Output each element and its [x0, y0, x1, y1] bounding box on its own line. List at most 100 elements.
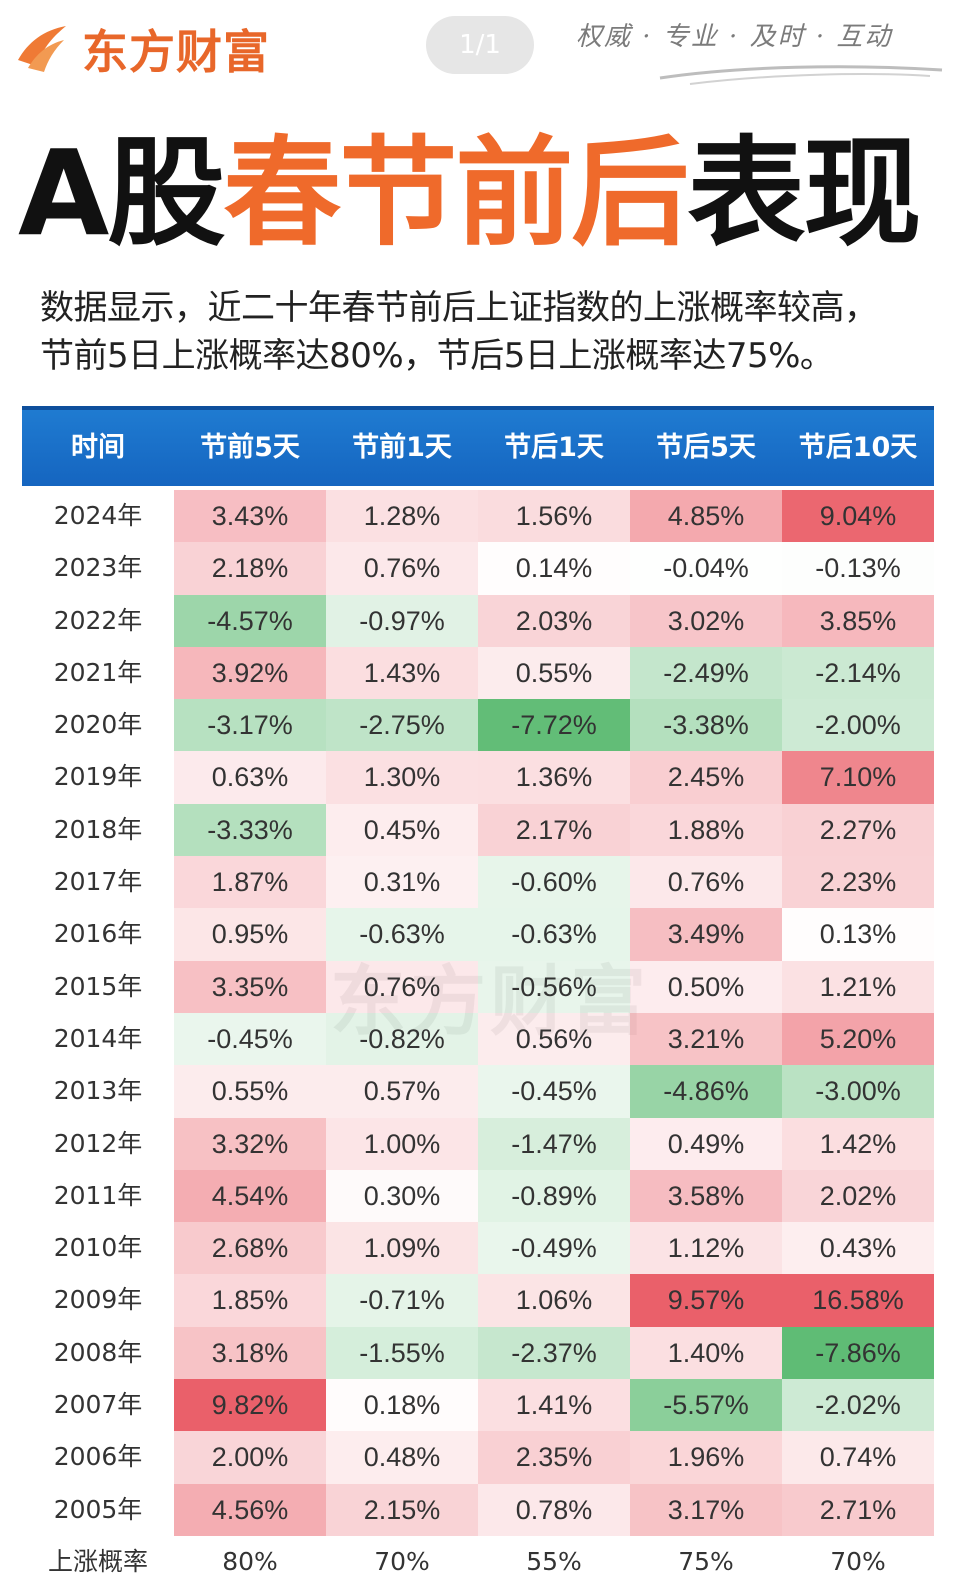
value-cell: 0.74%: [782, 1431, 934, 1484]
value-cell: 1.28%: [326, 490, 478, 543]
column-header: 节前5天: [200, 432, 300, 463]
value-cell: 1.00%: [326, 1117, 478, 1170]
page-title: A股春节前后表现: [18, 118, 921, 268]
value-cell: -0.45%: [174, 1012, 326, 1066]
table-row: 2012年 3.32% 1.00% -1.47% 0.49% 1.42%: [22, 1117, 934, 1170]
value-cell: 1.40%: [630, 1326, 782, 1380]
value-cell: 0.55%: [174, 1065, 326, 1118]
year-cell: 2008年: [53, 1337, 143, 1367]
value-cell: 0.18%: [363, 1390, 441, 1421]
value-cell: 0.49%: [630, 1117, 782, 1170]
value-cell: 2.18%: [174, 542, 326, 595]
value-cell: 3.58%: [630, 1169, 782, 1223]
value-cell: 0.78%: [478, 1483, 630, 1536]
intro-line-2: 节前5日上涨概率达80%，节后5日上涨概率达75%。: [40, 336, 834, 376]
value-cell: 2.71%: [782, 1483, 934, 1536]
brand-logo-icon: [18, 26, 66, 72]
footer-cell: 75%: [678, 1546, 734, 1576]
value-cell: 0.56%: [478, 1012, 630, 1066]
value-cell: 4.85%: [630, 490, 782, 543]
year-cell: 2005年: [53, 1494, 143, 1524]
value-cell: 2.35%: [478, 1431, 630, 1484]
year-cell: 2019年: [53, 762, 143, 792]
year-cell: 2020年: [53, 710, 143, 740]
value-cell: 3.02%: [630, 594, 782, 647]
table-row: 2019年 0.63% 1.30% 1.36% 2.45% 7.10%: [22, 751, 934, 804]
value-cell: -2.02%: [782, 1379, 934, 1432]
value-cell: 2.02%: [782, 1169, 934, 1223]
value-cell: 1.87%: [174, 856, 326, 909]
title-part-1: A股: [18, 124, 225, 262]
value-cell: 2.00%: [174, 1431, 326, 1484]
column-header: 节后5天: [656, 432, 756, 463]
year-cell: 2016年: [53, 919, 143, 949]
column-header: 节后10天: [798, 432, 918, 463]
value-cell: 1.09%: [326, 1222, 478, 1275]
value-cell: 1.42%: [782, 1117, 934, 1170]
table-row: 2013年 0.55% 0.57% -0.45% -4.86% -3.00%: [22, 1065, 934, 1118]
top-bar: 东方财富 1/1 权威 · 专业 · 及时 · 互动: [0, 0, 970, 100]
value-cell: 0.13%: [819, 919, 897, 950]
footer-cell: 55%: [526, 1546, 582, 1576]
year-cell: 2006年: [53, 1442, 143, 1472]
table-row: 2005年 4.56% 2.15% 0.78% 3.17% 2.71%: [22, 1483, 934, 1536]
value-cell: -2.49%: [630, 646, 782, 700]
title-part-2: 春节前后: [223, 124, 689, 262]
value-cell: 1.85%: [174, 1274, 326, 1327]
table-row: 2017年 1.87% 0.31% -0.60% 0.76% 2.23%: [22, 856, 934, 909]
value-cell: 0.95%: [174, 908, 326, 961]
value-cell: -0.56%: [478, 960, 630, 1013]
value-cell: -2.75%: [326, 699, 478, 752]
value-cell: -0.13%: [815, 553, 901, 584]
performance-table: 时间 节前5天 节前1天 节后1天 节后5天 节后10天 2024年 3.43% 1…: [22, 406, 934, 1576]
value-cell: -3.38%: [630, 699, 782, 752]
value-cell: 0.14%: [515, 553, 593, 584]
value-cell: 9.82%: [174, 1379, 326, 1432]
year-cell: 2011年: [53, 1180, 143, 1210]
value-cell: 1.43%: [326, 646, 478, 700]
value-cell: 7.10%: [782, 751, 934, 804]
value-cell: 3.49%: [630, 908, 782, 961]
year-cell: 2021年: [53, 657, 143, 687]
year-cell: 2014年: [53, 1023, 143, 1053]
value-cell: 1.36%: [478, 751, 630, 804]
year-cell: 2022年: [53, 605, 143, 635]
value-cell: -3.33%: [174, 803, 326, 857]
value-cell: -1.47%: [478, 1117, 630, 1170]
table-row: 2024年 3.43% 1.28% 1.56% 4.85% 9.04%: [22, 490, 934, 543]
year-cell: 2010年: [53, 1233, 143, 1263]
year-cell: 2009年: [53, 1285, 143, 1315]
value-cell: 2.15%: [326, 1483, 478, 1536]
page-indicator[interactable]: 1/1: [426, 16, 534, 74]
footer-label: 上涨概率: [47, 1546, 148, 1576]
intro-line-1: 数据显示，近二十年春节前后上证指数的上涨概率较高，: [40, 288, 878, 328]
value-cell: 2.03%: [478, 594, 630, 647]
value-cell: 0.45%: [326, 803, 478, 857]
value-cell: 1.96%: [630, 1431, 782, 1484]
table-row: 2006年 2.00% 0.48% 2.35% 1.96% 0.74%: [22, 1431, 934, 1484]
table-row: 2023年 2.18% 0.76% 0.14% -0.04% -0.13%: [22, 542, 934, 595]
value-cell: 1.56%: [478, 490, 630, 543]
column-header: 时间: [71, 432, 125, 463]
intro-text: 数据显示，近二十年春节前后上证指数的上涨概率较高， 节前5日上涨概率达80%，节…: [40, 284, 940, 380]
footer-cell: 70%: [374, 1546, 430, 1576]
value-cell: 1.21%: [782, 960, 934, 1013]
table-row: 2010年 2.68% 1.09% -0.49% 1.12% 0.43%: [22, 1222, 934, 1275]
footer-cell: 70%: [830, 1546, 886, 1576]
value-cell: -3.00%: [782, 1065, 934, 1118]
value-cell: -0.97%: [326, 594, 478, 647]
value-cell: -0.63%: [326, 908, 478, 961]
table-row: 2009年 1.85% -0.71% 1.06% 9.57% 16.58%: [22, 1274, 934, 1327]
value-cell: 3.92%: [174, 646, 326, 700]
year-cell: 2018年: [53, 814, 143, 844]
value-cell: -2.14%: [782, 646, 934, 700]
value-cell: 2.68%: [174, 1222, 326, 1275]
value-cell: 0.55%: [478, 646, 630, 700]
value-cell: -0.49%: [478, 1222, 630, 1275]
table-row: 2015年 3.35% 0.76% -0.56% 0.50% 1.21%: [22, 960, 934, 1013]
table-row: 2016年 0.95% -0.63% -0.63% 3.49% 0.13%: [22, 908, 934, 961]
brand-name: 东方财富: [82, 25, 270, 79]
year-cell: 2024年: [53, 501, 143, 530]
value-cell: 9.04%: [782, 490, 934, 543]
value-cell: -7.86%: [782, 1326, 934, 1380]
